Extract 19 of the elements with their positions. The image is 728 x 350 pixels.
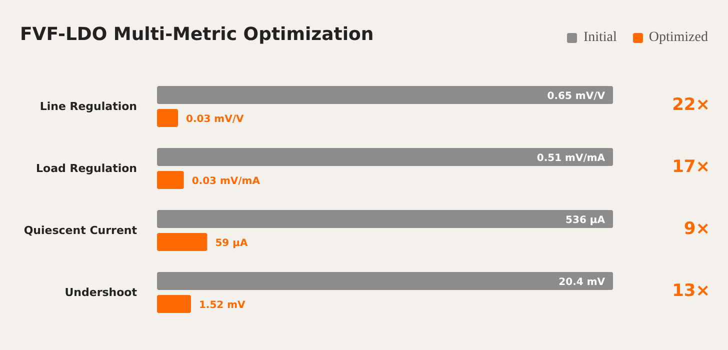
data-label: 59 µA [215, 238, 248, 249]
data-label: 536 µA [566, 215, 606, 226]
text: 13× [672, 281, 710, 301]
data-label: 0.65 mV/V [547, 91, 606, 102]
text: 22× [672, 95, 710, 115]
text: 17× [672, 157, 710, 177]
data-label: 1.52 mV [198, 300, 246, 311]
data-label: 0.03 mV/V [186, 114, 244, 125]
y-tick-label: Undershoot [64, 286, 137, 299]
data-label: 20.4 mV [558, 277, 606, 288]
y-tick-label: Line Regulation [40, 100, 137, 113]
legend-label: Initial [582, 30, 617, 46]
y-tick-label: Quiescent Current [24, 224, 137, 237]
data-label: 0.03 mV/mA [192, 176, 260, 187]
data-label: 0.51 mV/mA [536, 153, 606, 164]
text: 9× [684, 219, 710, 239]
legend-label: Optimized [648, 30, 708, 46]
y-tick-label: Load Regulation [36, 162, 137, 175]
chart-title: FVF-LDO Multi-Metric Optimization [20, 24, 374, 45]
